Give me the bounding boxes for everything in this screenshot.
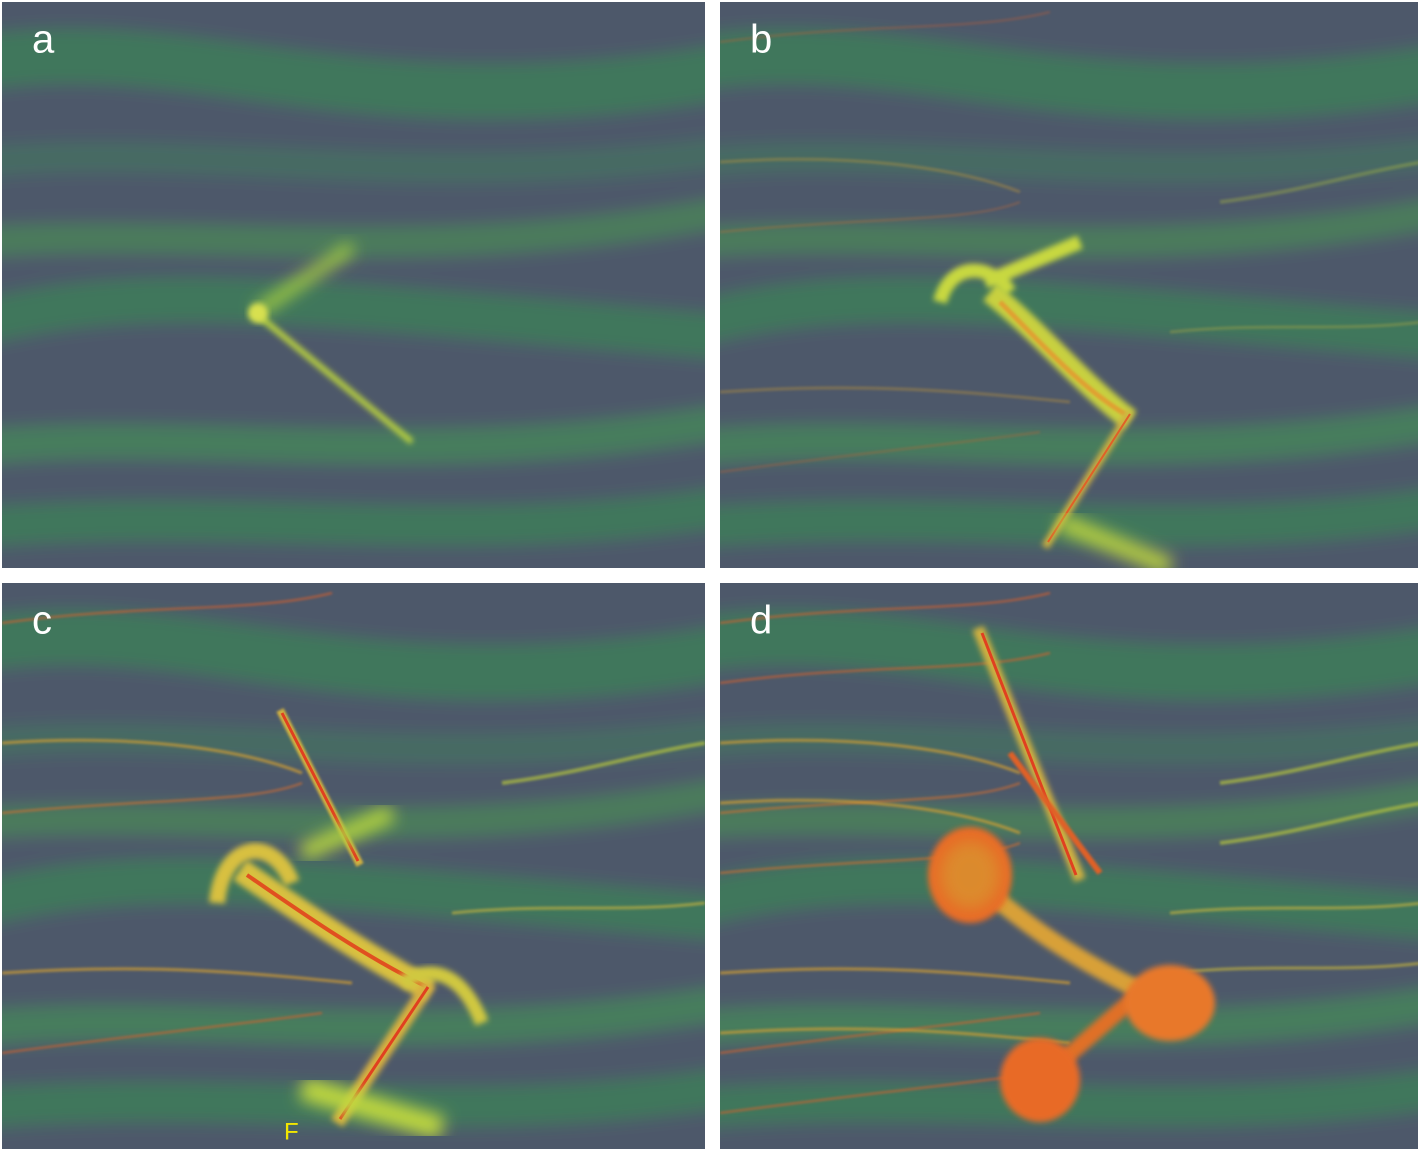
figure: a b c F xyxy=(0,0,1418,1149)
panel-c: c F xyxy=(0,563,725,1149)
panel-label: a xyxy=(32,18,55,62)
panel-label: d xyxy=(750,599,772,643)
panel-d: d xyxy=(700,563,1418,1149)
annotation: F xyxy=(284,1118,299,1145)
panel-b: b xyxy=(700,0,1418,588)
panel-label: b xyxy=(750,18,772,62)
page: a b c F xyxy=(0,0,1418,1149)
panel-a: a xyxy=(0,0,725,588)
panel-label: c xyxy=(32,599,52,643)
